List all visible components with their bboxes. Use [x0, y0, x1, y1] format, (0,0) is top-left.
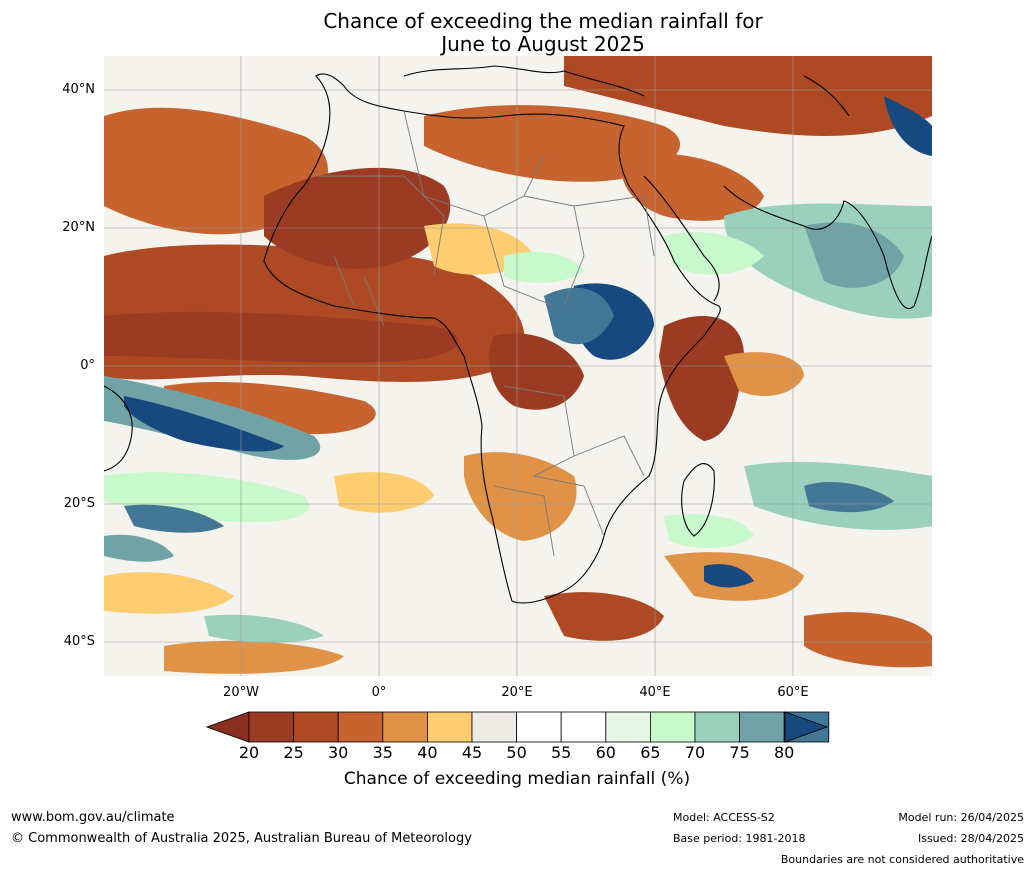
colorbar-tick-label: 20: [238, 743, 260, 762]
copyright-text: © Commonwealth of Australia 2025, Austra…: [11, 831, 472, 846]
colorbar-tick-label: 45: [461, 743, 483, 762]
colorbar-segment: [516, 711, 562, 743]
colorbar-tick-label: 30: [328, 743, 349, 762]
boundaries-disclaimer: Boundaries are not considered authoritat…: [780, 853, 1024, 866]
colorbar-label: Chance of exceeding median rainfall (%): [343, 769, 691, 789]
colorbar-tick-label: 35: [372, 743, 393, 762]
lat-label-40s: 40°S: [63, 634, 95, 649]
colorbar-segment: [382, 711, 428, 743]
colorbar-segment: [248, 711, 294, 743]
issued-date: Issued: 28/04/2025: [917, 832, 1024, 845]
lon-label-0: 0°: [371, 685, 387, 700]
lon-label-20w: 20°W: [223, 685, 259, 700]
colorbar-segment: [560, 711, 607, 743]
lon-label-60e: 60°E: [777, 685, 809, 700]
colorbar-tick-label: 40: [417, 743, 438, 762]
colorbar-tick-label: 55: [551, 743, 572, 762]
lat-label-20s: 20°S: [63, 496, 95, 511]
colorbar-segment: [471, 711, 517, 743]
country-boundaries: [316, 110, 655, 557]
rainfall-map: [104, 56, 932, 676]
colorbar-tick-label: 25: [283, 743, 304, 762]
lat-label-20n: 20°N: [62, 220, 95, 235]
lat-label-equator: 0°: [80, 358, 95, 373]
colorbar-segment: [293, 711, 339, 743]
colorbar-tick-label: 80: [774, 743, 795, 762]
map-title: Chance of exceeding the median rainfall …: [0, 10, 1035, 56]
colorbar-tick-label: 65: [640, 743, 661, 762]
colorbar-segment: [739, 711, 785, 743]
colorbar-over-triangle: [784, 711, 829, 743]
coastlines: [104, 65, 932, 604]
base-period: Base period: 1981-2018: [673, 832, 806, 845]
model-name: Model: ACCESS-S2: [673, 811, 775, 824]
website-link[interactable]: www.bom.gov.au/climate: [11, 810, 175, 825]
colorbar-tick-label: 75: [729, 743, 750, 762]
colorbar-under-triangle: [206, 711, 250, 743]
lon-label-20e: 20°E: [501, 685, 533, 700]
colorbar-tick-label: 70: [684, 743, 706, 762]
wet-anomaly-regions: [104, 96, 932, 643]
title-line-2: June to August 2025: [441, 32, 645, 56]
colorbar-tick-label: 60: [595, 743, 616, 762]
map-canvas: [104, 56, 932, 676]
colorbar-segment: [605, 711, 651, 743]
lat-label-40n: 40°N: [62, 82, 95, 97]
colorbar-segments: [248, 711, 830, 743]
colorbar: [206, 711, 830, 743]
colorbar-segment: [426, 711, 473, 743]
lon-label-40e: 40°E: [639, 685, 671, 700]
colorbar-segment: [649, 711, 696, 743]
colorbar-segment: [337, 711, 384, 743]
colorbar-tick-label: 50: [506, 743, 527, 762]
model-run-date: Model run: 26/04/2025: [898, 811, 1024, 824]
colorbar-segment: [694, 711, 740, 743]
title-line-1: Chance of exceeding the median rainfall …: [323, 9, 763, 33]
graticule: [104, 56, 932, 676]
